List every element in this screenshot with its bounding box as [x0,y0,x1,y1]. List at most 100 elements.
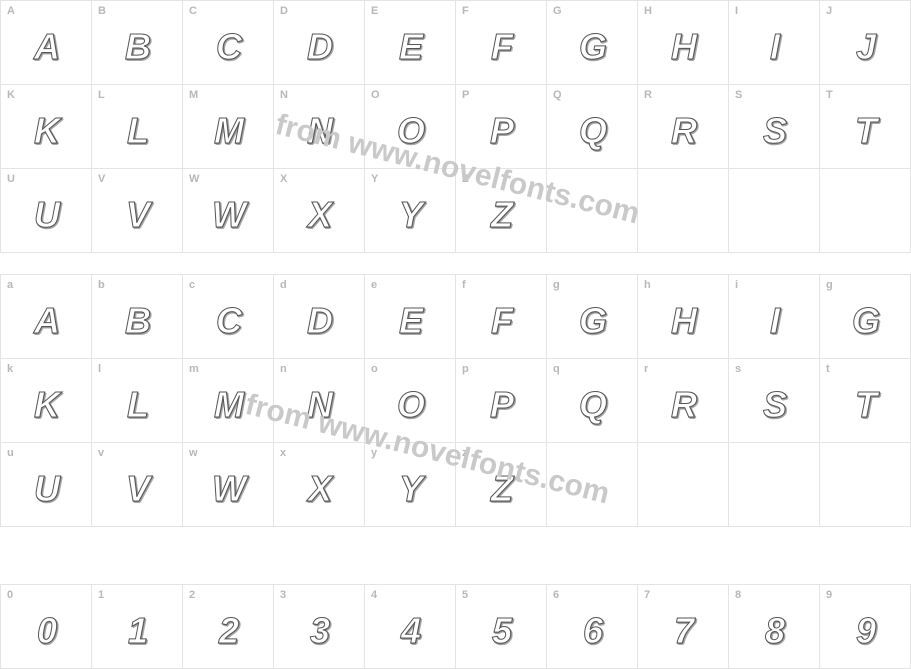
charmap-cell[interactable]: pP [456,359,547,443]
charmap-cell[interactable]: AA [1,1,92,85]
charmap-cell[interactable]: zZ [456,443,547,527]
cell-glyph: W [212,468,244,510]
charmap-cell[interactable] [820,443,911,527]
charmap-cell[interactable] [638,443,729,527]
cell-glyph: V [126,194,148,236]
cell-label: A [7,5,15,17]
charmap-cell[interactable]: sS [729,359,820,443]
charmap-cell[interactable]: FF [456,1,547,85]
charmap-cell[interactable]: nN [274,359,365,443]
charmap-lowercase-block: aAbBcCdDeEfFgGhHiIgGkKlLmMnNoOpPqQrRsStT… [0,274,911,528]
cell-glyph: U [34,468,58,510]
cell-label: 2 [189,589,195,601]
charmap-cell[interactable]: hH [638,275,729,359]
charmap-cell[interactable]: 00 [1,585,92,669]
charmap-cell[interactable]: uU [1,443,92,527]
charmap-cell[interactable]: aA [1,275,92,359]
charmap-cell[interactable]: 99 [820,585,911,669]
cell-label: b [98,279,105,291]
charmap-cell[interactable]: QQ [547,85,638,169]
charmap-cell[interactable] [820,169,911,253]
cell-label: G [553,5,562,17]
charmap-cell[interactable] [729,443,820,527]
charmap-cell[interactable]: cC [183,275,274,359]
charmap-cell[interactable]: NN [274,85,365,169]
charmap-cell[interactable]: yY [365,443,456,527]
cell-glyph: 1 [128,610,146,652]
charmap-cell[interactable]: oO [365,359,456,443]
charmap-cell[interactable]: vV [92,443,183,527]
cell-glyph: R [671,384,695,426]
cell-label: o [371,363,378,375]
charmap-cell[interactable] [729,169,820,253]
charmap-cell[interactable]: bB [92,275,183,359]
charmap-cell[interactable]: fF [456,275,547,359]
charmap-cell[interactable]: MM [183,85,274,169]
charmap-cell[interactable]: SS [729,85,820,169]
cell-glyph: H [671,300,695,342]
cell-glyph: I [770,26,778,68]
charmap-cell[interactable]: kK [1,359,92,443]
charmap-cell[interactable]: WW [183,169,274,253]
charmap-cell[interactable]: 66 [547,585,638,669]
charmap-cell[interactable]: YY [365,169,456,253]
charmap-cell[interactable]: 22 [183,585,274,669]
cell-label: K [7,89,15,101]
cell-label: a [7,279,13,291]
charmap-cell[interactable] [547,443,638,527]
charmap-cell[interactable]: tT [820,359,911,443]
cell-label: l [98,363,101,375]
charmap-cell[interactable] [547,169,638,253]
charmap-cell[interactable]: LL [92,85,183,169]
charmap-cell[interactable]: 88 [729,585,820,669]
cell-label: R [644,89,652,101]
charmap-cell[interactable]: 44 [365,585,456,669]
charmap-cell[interactable]: xX [274,443,365,527]
charmap-grid-digits: 00112233445566778899 [0,584,911,669]
charmap-cell[interactable]: HH [638,1,729,85]
cell-label: 1 [98,589,104,601]
charmap-cell[interactable]: TT [820,85,911,169]
charmap-cell[interactable]: GG [547,1,638,85]
cell-label: z [462,447,468,459]
cell-glyph: 0 [37,610,55,652]
cell-label: 8 [735,589,741,601]
cell-glyph: A [34,300,58,342]
cell-label: d [280,279,287,291]
cell-label: H [644,5,652,17]
charmap-cell[interactable]: RR [638,85,729,169]
cell-glyph: K [34,384,58,426]
charmap-cell[interactable]: KK [1,85,92,169]
cell-glyph: 2 [219,610,237,652]
charmap-cell[interactable]: XX [274,169,365,253]
charmap-cell[interactable]: BB [92,1,183,85]
cell-label: U [7,173,15,185]
charmap-cell[interactable]: ZZ [456,169,547,253]
charmap-cell[interactable]: PP [456,85,547,169]
charmap-cell[interactable]: EE [365,1,456,85]
charmap-cell[interactable]: OO [365,85,456,169]
charmap-cell[interactable]: VV [92,169,183,253]
charmap-cell[interactable]: DD [274,1,365,85]
charmap-cell[interactable]: 33 [274,585,365,669]
cell-label: h [644,279,651,291]
charmap-cell[interactable]: II [729,1,820,85]
charmap-cell[interactable]: CC [183,1,274,85]
charmap-cell[interactable]: dD [274,275,365,359]
charmap-cell[interactable]: gG [820,275,911,359]
charmap-cell[interactable]: eE [365,275,456,359]
charmap-cell[interactable]: mM [183,359,274,443]
charmap-cell[interactable]: rR [638,359,729,443]
charmap-cell[interactable]: wW [183,443,274,527]
charmap-cell[interactable]: UU [1,169,92,253]
charmap-cell[interactable]: 11 [92,585,183,669]
charmap-cell[interactable]: iI [729,275,820,359]
charmap-cell[interactable]: 55 [456,585,547,669]
charmap-cell[interactable]: gG [547,275,638,359]
charmap-cell[interactable]: 77 [638,585,729,669]
cell-label: r [644,363,648,375]
charmap-cell[interactable]: lL [92,359,183,443]
charmap-cell[interactable]: qQ [547,359,638,443]
charmap-cell[interactable] [638,169,729,253]
charmap-cell[interactable]: JJ [820,1,911,85]
